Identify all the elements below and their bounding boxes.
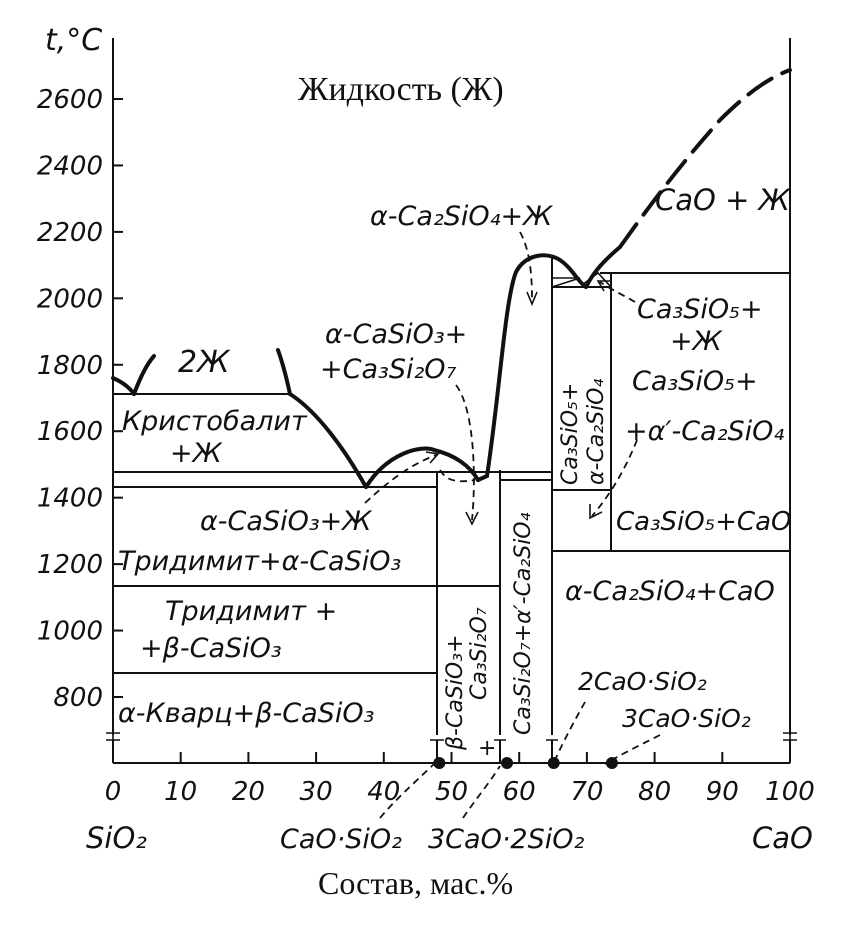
liquid-region-label: Жидкость (Ж) (298, 71, 504, 108)
x-tick-label: 70 (570, 777, 603, 807)
c3s-a-c2s-label-2: α-Ca₂SiO₄ (584, 379, 609, 485)
compound-dot (605, 757, 618, 769)
a-cs-c3s2-label-2: +Ca₃Si₂O₇ (320, 354, 457, 385)
axis-break-left (106, 732, 120, 741)
x-tick-label: 50 (435, 777, 468, 807)
x-tick-label: 90 (706, 777, 739, 807)
x-tick-label: 30 (300, 777, 333, 807)
tridymite-b-label-2: +β-CaSiO₃ (140, 633, 282, 664)
x-tick-label: 80 (638, 777, 671, 807)
arrow-a-cs-liquid (364, 454, 437, 504)
c3s-liquid-label-1: Ca₃SiO₅+ (637, 294, 763, 325)
c3s-c2s-label-1: Ca₃SiO₅+ (632, 366, 758, 397)
c2s-compound-label: 2CaO·SiO₂ (578, 667, 707, 696)
y-tick-label: 2400 (37, 151, 103, 181)
x-tick-label: 0 (105, 777, 122, 807)
arrowhead-a-cs-liquid (425, 451, 440, 464)
liquidus-c2s-right (584, 245, 622, 289)
eutectic-triangle (551, 271, 612, 289)
compound-dot (547, 757, 560, 769)
c3s-compound-label: 3CaO·SiO₂ (622, 704, 751, 733)
y-tick-label: 1000 (37, 617, 103, 647)
immiscibility-left (132, 354, 156, 396)
b-cs-c3s2-label-1: β-CaSiO₃+ (443, 635, 468, 751)
axis-break-right (783, 732, 797, 741)
quartz-b-label: α-Кварц+β-CaSiO₃ (118, 698, 374, 729)
compound-dot (501, 757, 514, 769)
liquidus-cs (364, 446, 480, 489)
arrow-c3s2 (462, 765, 501, 819)
arrow-c3s-liquid (599, 281, 636, 303)
cao-liquid-label: CaO + Ж (655, 183, 792, 217)
y-tick-label: 2600 (37, 85, 103, 115)
arrow-c2s (554, 701, 586, 761)
cristobalite-label-2: +Ж (170, 438, 223, 469)
two-liquids-label: 2Ж (178, 345, 231, 380)
y-axis-label: t,°C (45, 23, 102, 58)
leader-arrows (364, 231, 661, 819)
cristobalite-label-1: Кристобалит (122, 406, 308, 437)
a-wollastonite-liquid-label: α-CaSiO₃+Ж (200, 506, 372, 537)
liquidus-cao (618, 68, 792, 249)
c2s-cao-label: α-Ca₂SiO₄+CaO (565, 576, 775, 607)
y-tick-label: 800 (53, 683, 103, 713)
b-cs-c3s2-label-2: Ca₃Si₂O₇ (467, 607, 492, 700)
c3s-liquid-label-2: +Ж (670, 326, 723, 357)
c3s-c2s-label-2: +α′-Ca₂SiO₄ (625, 416, 784, 447)
c3s2-c2s-label: Ca₃Si₂O₇+α′-Ca₂SiO₄ (511, 512, 536, 735)
liquidus-cristobalite-right (288, 392, 368, 489)
y-tick-label: 1800 (37, 351, 103, 381)
arrow-a-c2s-liquid (519, 231, 533, 301)
region-labels: 2Ж Кристобалит +Ж α-CaSiO₃+Ж Тридимит+α-… (118, 183, 792, 761)
cao-label: CaO (752, 821, 813, 855)
compound-markers (433, 757, 618, 769)
x-tick-label: 20 (232, 777, 265, 807)
y-tick-label: 2200 (37, 218, 103, 248)
arrowhead-a-cs-c3s2 (465, 511, 479, 526)
y-tick-label: 1400 (37, 484, 103, 514)
cs-compound-label: CaO·SiO₂ (280, 824, 402, 855)
tridymite-b-label-1: Тридимит + (165, 596, 337, 627)
a-cs-c3s2-label-1: α-CaSiO₃+ (325, 319, 467, 350)
x-tick-label: 10 (164, 777, 197, 807)
c3s-a-c2s-label-1: Ca₃SiO₅+ (558, 383, 583, 485)
arrowhead-c3s-liquid (596, 280, 610, 292)
y-axis-ticks: 800 1000 1200 1400 1600 1800 2000 2200 2400 2600 (37, 85, 123, 713)
arrow-a-cs-c3s2 (455, 384, 475, 521)
arrow-c3s (604, 734, 661, 765)
arrowhead-c3s-c2s (589, 504, 603, 520)
a-c2s-liquid-label: α-Ca₂SiO₄+Ж (370, 201, 553, 232)
arrow-cs (379, 763, 435, 819)
liquidus-cristobalite-left (111, 376, 136, 396)
y-tick-label: 1600 (37, 417, 103, 447)
compound-labels: 2CaO·SiO₂ 3CaO·SiO₂ CaO·SiO₂ 3CaO·2SiO₂ (280, 667, 751, 855)
sio2-label: SiO₂ (86, 821, 147, 855)
tridymite-a-label: Тридимит+α-CaSiO₃ (118, 546, 401, 577)
y-tick-label: 2000 (37, 284, 103, 314)
x-axis-ticks: 0 10 20 30 40 50 60 70 80 90 100 (105, 752, 815, 807)
x-tick-label: 60 (503, 777, 536, 807)
compound-dot (433, 757, 446, 769)
liquidus-c2s-left (485, 253, 588, 478)
plus-sign: + (478, 736, 496, 761)
x-tick-label: 100 (765, 777, 815, 807)
arrowhead-a-c2s (526, 291, 538, 307)
arrow-a-cs-liquid-2 (439, 469, 476, 483)
x-tick-label: 40 (367, 777, 400, 807)
immiscibility-right (276, 348, 292, 396)
c3s2-compound-label: 3CaO·2SiO₂ (428, 824, 584, 855)
y-tick-label: 1200 (37, 550, 103, 580)
c3s-cao-label: Ca₃SiO₅+CaO (616, 507, 791, 537)
x-axis-label: Состав, мас.% (318, 865, 513, 901)
